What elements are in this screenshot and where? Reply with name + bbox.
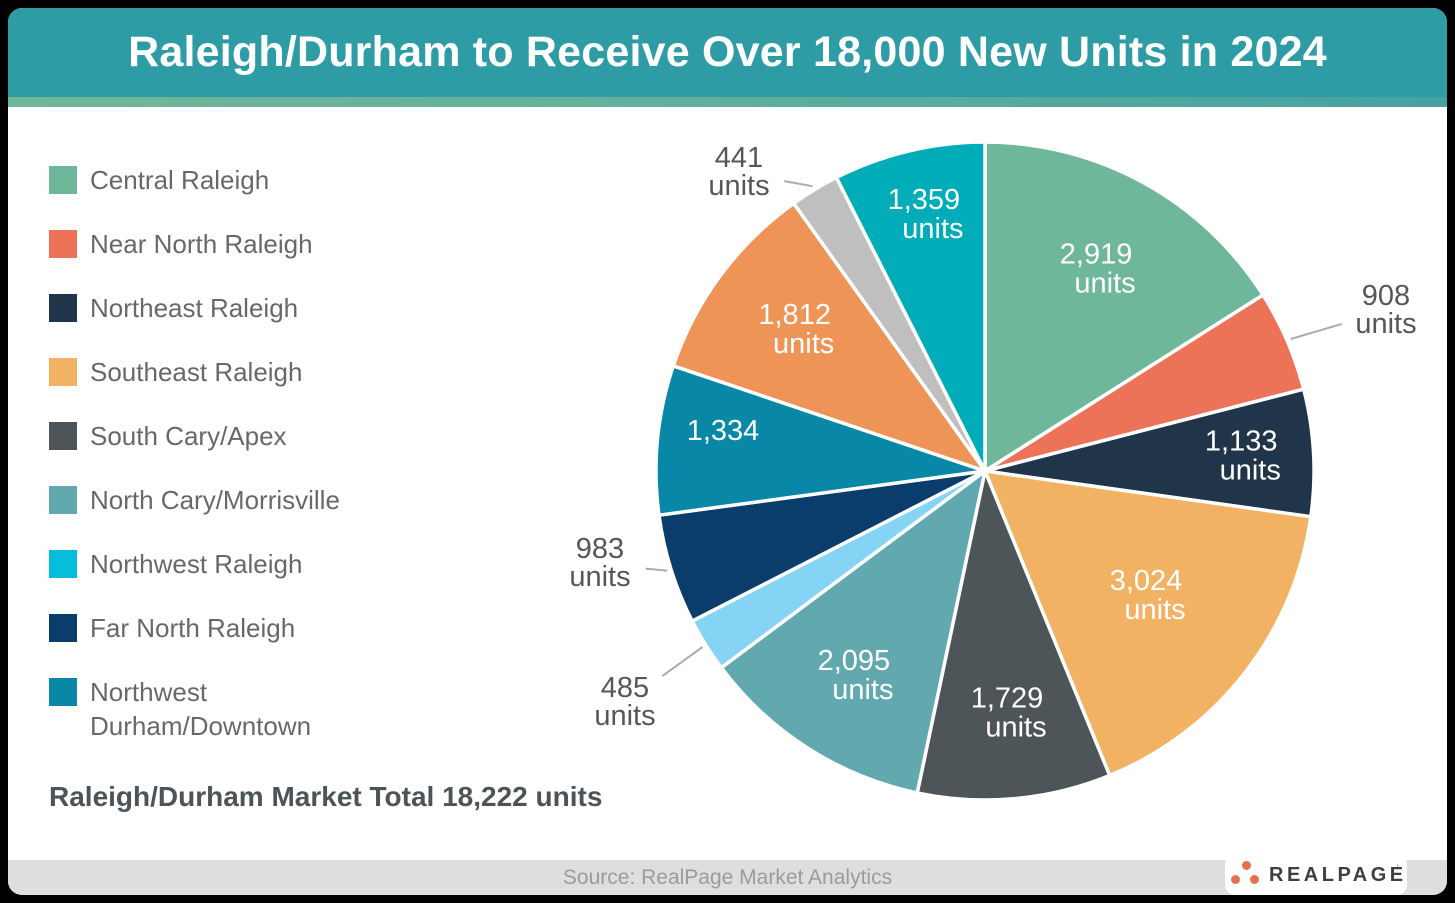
slice-value-label: 441 xyxy=(715,142,763,174)
trademark-tick-icon: ’ xyxy=(1396,862,1399,876)
slice-units-label: units xyxy=(1124,594,1185,626)
legend-item-label: Central Raleigh xyxy=(90,165,270,195)
legend-swatch-icon xyxy=(49,358,77,386)
slice-units-label: units xyxy=(985,711,1046,743)
legend-item-label: Near North Raleigh xyxy=(90,229,313,259)
legend-item-label: Northwest Durham/Downtown xyxy=(90,677,312,741)
slice-units-label: units xyxy=(832,674,893,706)
pie-slice-north-cary-morrisville xyxy=(719,469,987,795)
legend-item-label: Far North Raleigh xyxy=(90,613,296,643)
legend-item-label: Northeast Raleigh xyxy=(90,293,299,323)
legend-item-label: Southeast Raleigh xyxy=(90,357,303,387)
legend-swatch-icon xyxy=(49,550,77,578)
legend-item-near-north-raleigh: Near North Raleigh xyxy=(49,227,409,261)
slice-units-label: units xyxy=(902,213,963,245)
pie-slice-south-cary-apex xyxy=(915,469,1112,802)
legend-item-far-north-raleigh: Far North Raleigh xyxy=(49,611,409,645)
slice-value-label: 1,812 xyxy=(758,299,831,331)
slice-value-label: 3,024 xyxy=(1110,565,1183,597)
pie-slice-central-raleigh xyxy=(983,140,1265,473)
legend-swatch-icon xyxy=(49,422,77,450)
slice-units-label: units xyxy=(773,328,834,360)
slice-value-label: 1,133 xyxy=(1205,426,1278,458)
legend-swatch-icon xyxy=(49,294,77,322)
source-bar: Source: RealPage Market Analytics xyxy=(8,860,1447,895)
slice-units-label: units xyxy=(1074,267,1135,299)
pie-slice-northeast-raleigh xyxy=(983,387,1316,519)
slice-units-label: units xyxy=(1220,455,1281,487)
title-bar: Raleigh/Durham to Receive Over 18,000 Ne… xyxy=(8,8,1447,97)
pie-slice-southeast-raleigh xyxy=(983,469,1313,778)
legend-item-label: South Cary/Apex xyxy=(90,421,287,451)
realpage-logo-text: REALPAGE xyxy=(1269,864,1407,886)
label-leader-line xyxy=(645,567,668,572)
realpage-logo: REALPAGE ’ xyxy=(1225,854,1407,895)
slice-value-label: 908 xyxy=(1362,280,1410,312)
legend-item-south-cary-apex: South Cary/Apex xyxy=(49,419,409,453)
slice-value-label: 2,095 xyxy=(818,645,891,677)
page-title: Raleigh/Durham to Receive Over 18,000 Ne… xyxy=(128,28,1327,76)
legend-item-north-cary-morrisville: North Cary/Morrisville xyxy=(49,483,409,517)
legend-item-northwest-raleigh: Northwest Raleigh xyxy=(49,547,409,581)
pie-slice-northwest-durham-downtown xyxy=(654,364,987,517)
accent-strip xyxy=(8,97,1447,107)
source-text: Source: RealPage Market Analytics xyxy=(562,865,893,889)
legend-item-northwest-durham-downtown: Northwest Durham/Downtown xyxy=(49,675,409,743)
slice-units-label: units xyxy=(569,561,630,593)
legend-swatch-icon xyxy=(49,166,77,194)
realpage-logo-dot-icon xyxy=(1231,875,1240,884)
label-leader-line xyxy=(1290,322,1343,340)
slice-value-label: 1,334 xyxy=(687,415,760,447)
slice-value-label: 983 xyxy=(576,533,624,565)
label-leader-line xyxy=(784,180,813,188)
legend: Central Raleigh Near North Raleigh North… xyxy=(49,163,409,743)
legend-item-northeast-raleigh: Northeast Raleigh xyxy=(49,291,409,325)
legend-item-central-raleigh: Central Raleigh xyxy=(49,163,409,197)
legend-swatch-icon xyxy=(49,614,77,642)
legend-item-label: North Cary/Morrisville xyxy=(90,485,340,515)
legend-item-label: Northwest Raleigh xyxy=(90,549,303,579)
legend-swatch-icon xyxy=(49,678,77,706)
legend-item-southeast-raleigh: Southeast Raleigh xyxy=(49,355,409,389)
slice-value-label: 485 xyxy=(601,672,649,704)
pie-slice-unlabeled-1359 xyxy=(834,140,987,473)
realpage-logo-dot-icon xyxy=(1242,861,1251,870)
legend-swatch-icon xyxy=(49,230,77,258)
slice-units-label: units xyxy=(1355,308,1416,340)
legend-swatch-icon xyxy=(49,486,77,514)
slice-units-label: units xyxy=(594,700,655,732)
pie-slice-unlabeled-1812 xyxy=(671,201,987,473)
realpage-logo-dot-icon xyxy=(1250,875,1259,884)
slice-value-label: 1,359 xyxy=(888,184,961,216)
slice-units-label: units xyxy=(708,170,769,202)
label-leader-line xyxy=(661,646,703,677)
market-total-label: Raleigh/Durham Market Total 18,222 units xyxy=(49,781,603,812)
infographic-card: Raleigh/Durham to Receive Over 18,000 Ne… xyxy=(8,8,1447,895)
slice-value-label: 1,729 xyxy=(971,682,1044,714)
slice-value-label: 2,919 xyxy=(1060,238,1133,270)
chart-area: 2,919 units 908 units 1,133 units 3,024 units 1,… xyxy=(8,107,1447,860)
